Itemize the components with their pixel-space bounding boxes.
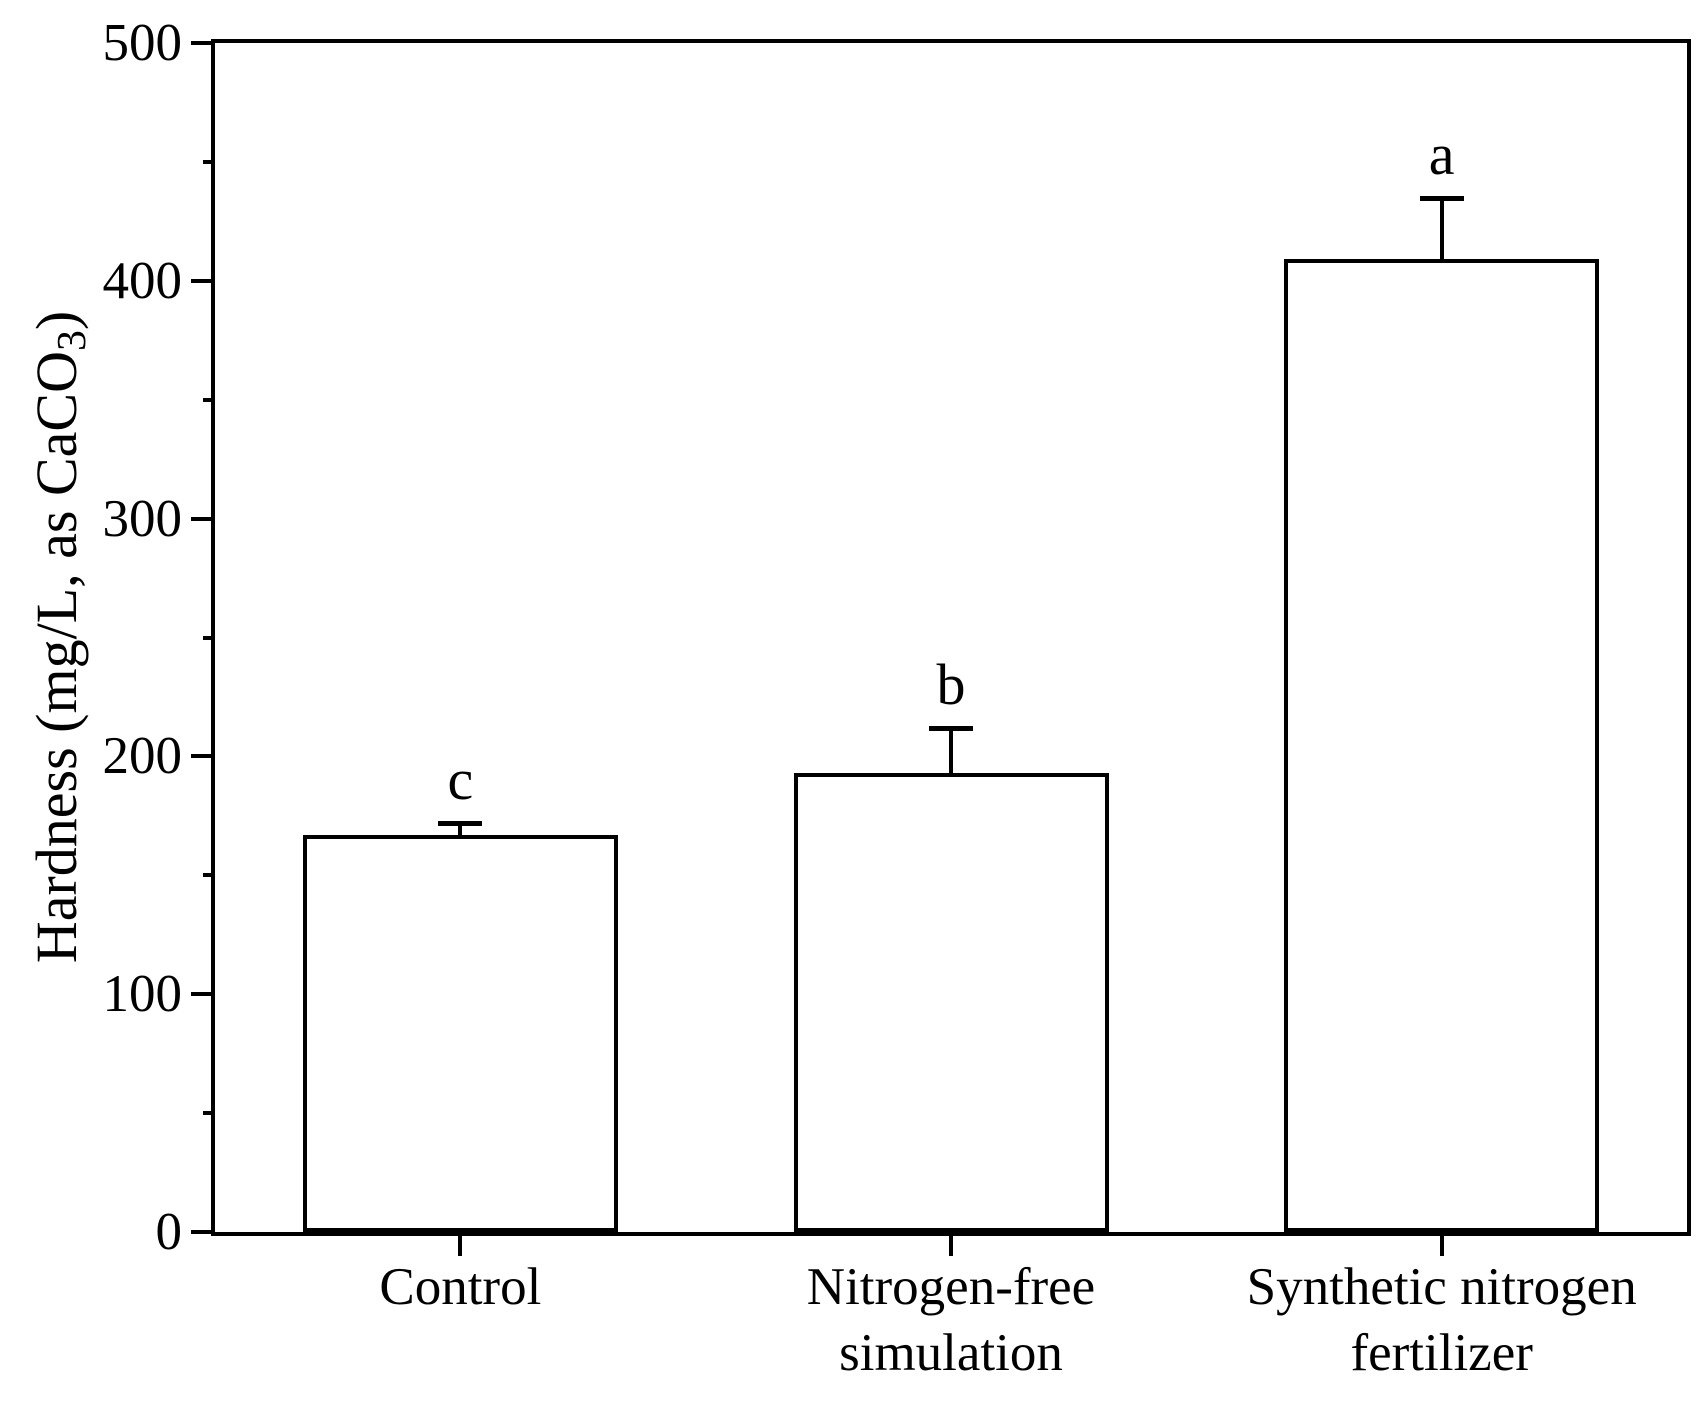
y-tick-label: 500: [102, 14, 183, 72]
significance-letter: b: [936, 651, 966, 717]
significance-letter: a: [1428, 121, 1455, 187]
y-tick-label: 300: [102, 489, 183, 548]
y-tick-label: 200: [102, 727, 183, 786]
error-bar-cap: [929, 725, 973, 731]
y-major-tick: [191, 992, 215, 997]
y-major-tick: [191, 41, 215, 45]
y-major-tick: [191, 278, 215, 283]
error-bar-line: [458, 822, 463, 835]
y-minor-tick: [203, 1111, 215, 1116]
x-category-label-line: simulation: [839, 1324, 1063, 1382]
x-category-label: Synthetic nitrogen fertilizer: [1247, 1254, 1637, 1386]
y-minor-tick: [203, 635, 215, 640]
x-category-label-line: Synthetic nitrogen: [1246, 1258, 1637, 1316]
error-bar-cap: [438, 820, 483, 826]
error-bar-cap: [1419, 195, 1464, 201]
x-category-label-line: Nitrogen-free: [806, 1258, 1096, 1316]
x-category-label: Control: [379, 1254, 541, 1320]
error-bar-line: [949, 727, 953, 774]
y-major-tick: [191, 516, 215, 521]
bar: [302, 834, 618, 1232]
x-category-label-line: Control: [379, 1258, 542, 1316]
y-axis-title-subscript: 3: [49, 330, 96, 352]
x-tick: [1439, 1232, 1444, 1256]
x-category-label: Nitrogen-free simulation: [807, 1254, 1095, 1386]
x-tick: [458, 1232, 463, 1256]
significance-letter: c: [447, 746, 474, 812]
y-minor-tick: [203, 159, 215, 164]
y-major-tick: [191, 1230, 215, 1234]
y-major-tick: [191, 754, 215, 759]
y-axis-title: Hardness (mg/L, as CaCO3): [24, 311, 95, 963]
x-tick: [949, 1232, 953, 1256]
error-bar-line: [1439, 197, 1444, 260]
bar: [793, 773, 1109, 1232]
y-minor-tick: [203, 873, 215, 878]
y-axis-title-suffix: ): [24, 310, 89, 331]
y-tick-label: 100: [102, 965, 183, 1024]
x-category-label-line: fertilizer: [1350, 1324, 1533, 1382]
plot-area: c b a: [191, 39, 1691, 1256]
y-minor-tick: [203, 397, 215, 402]
bar: [1284, 259, 1600, 1232]
y-tick-label: 0: [155, 1203, 183, 1261]
y-tick-label: 400: [102, 251, 183, 310]
y-axis-title-text: Hardness (mg/L, as CaCO: [24, 351, 89, 964]
